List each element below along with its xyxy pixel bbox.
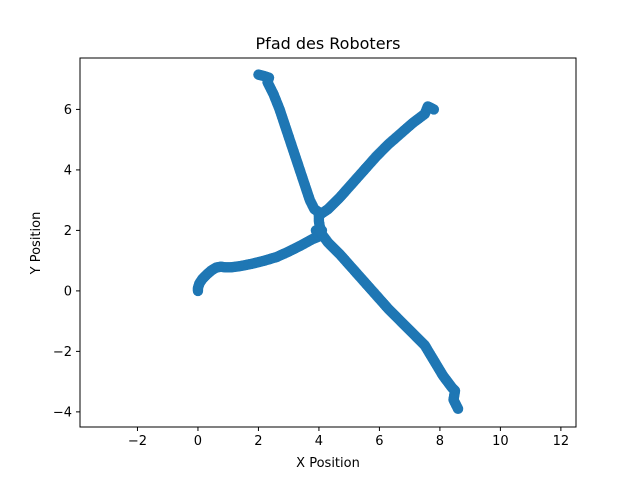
x-tick-label: 4 — [315, 434, 323, 449]
x-axis-ticks: −2 0 2 4 6 8 10 12 — [128, 427, 569, 449]
y-tick-label: 4 — [64, 163, 72, 178]
y-tick-label: 6 — [64, 103, 72, 118]
x-tick-label: 8 — [436, 434, 444, 449]
data-point — [315, 225, 326, 236]
data-point — [428, 104, 440, 115]
x-tick-label: 12 — [553, 434, 570, 449]
x-axis-label: X Position — [296, 456, 360, 471]
y-tick-label: −2 — [53, 345, 72, 360]
x-tick-label: 2 — [254, 434, 262, 449]
y-axis-label: Y Position — [29, 212, 44, 276]
data-points — [192, 69, 464, 415]
y-axis-ticks: −4 −2 0 2 4 6 — [53, 103, 80, 420]
y-tick-label: 2 — [64, 224, 72, 239]
data-point — [452, 403, 464, 415]
x-tick-label: 10 — [492, 434, 509, 449]
plot-frame — [79, 57, 577, 428]
x-tick-label: 6 — [375, 434, 383, 449]
y-tick-label: 0 — [64, 284, 72, 299]
x-tick-label: −2 — [128, 434, 147, 449]
x-tick-label: 0 — [194, 434, 202, 449]
chart-title: Pfad des Roboters — [256, 34, 401, 53]
y-tick-label: −4 — [53, 405, 72, 420]
